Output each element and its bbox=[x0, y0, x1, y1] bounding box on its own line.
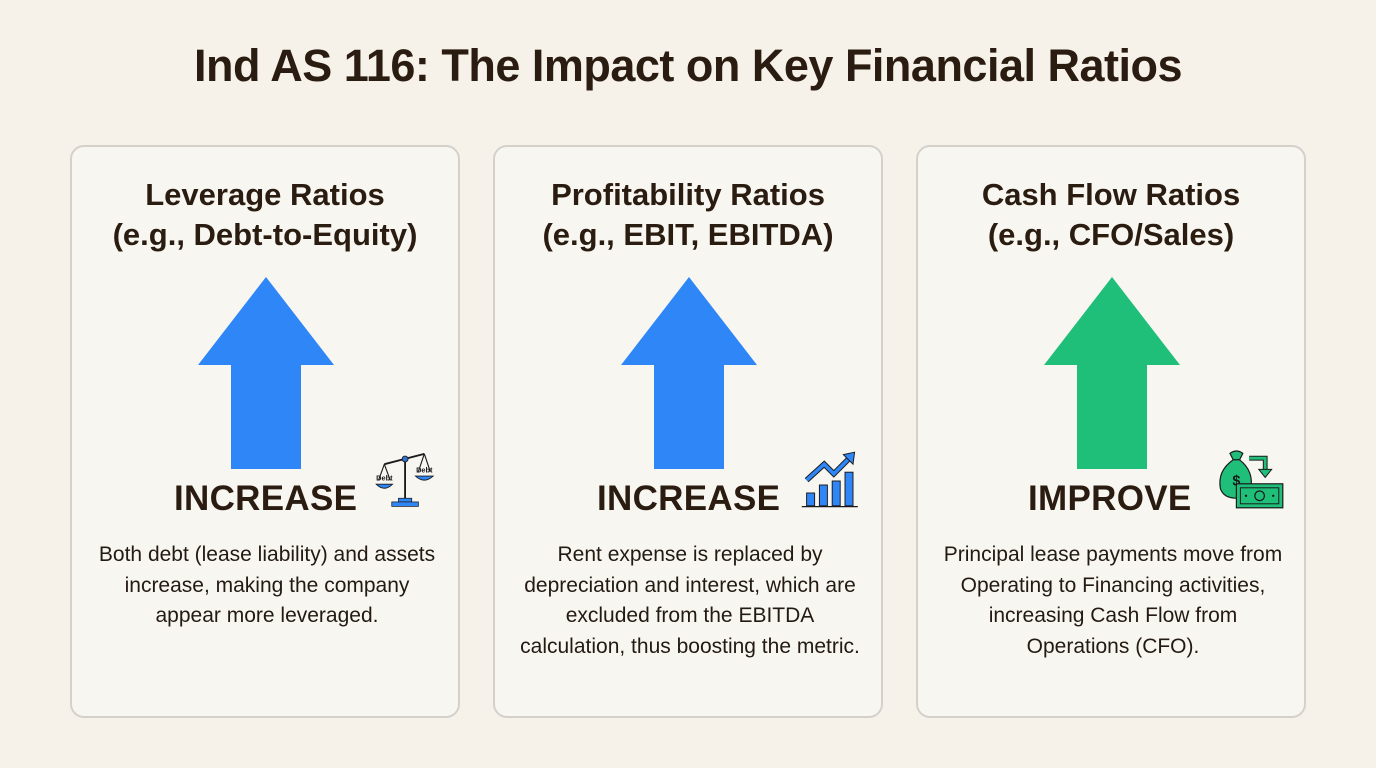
card-leverage-ratios: Leverage Ratios (e.g., Debt-to-Equity) I… bbox=[70, 145, 460, 718]
up-arrow-icon bbox=[621, 277, 757, 469]
card-description: Principal lease payments move from Opera… bbox=[943, 543, 1283, 658]
card-profitability-ratios: Profitability Ratios (e.g., EBIT, EBITDA… bbox=[493, 145, 883, 718]
svg-text:Debt: Debt bbox=[376, 473, 393, 482]
card-cash-flow-ratios: Cash Flow Ratios (e.g., CFO/Sales) IMPRO… bbox=[916, 145, 1306, 718]
card-title: Cash Flow Ratios (e.g., CFO/Sales) bbox=[918, 175, 1304, 255]
card-title-line1: Profitability Ratios bbox=[551, 177, 825, 212]
card-description: Both debt (lease liability) and assets i… bbox=[98, 543, 436, 627]
svg-text:$: $ bbox=[1232, 473, 1240, 489]
rising-bar-chart-icon bbox=[801, 451, 858, 508]
card-title-line2: (e.g., Debt-to-Equity) bbox=[112, 217, 418, 252]
card-title: Profitability Ratios (e.g., EBIT, EBITDA… bbox=[495, 175, 881, 255]
up-arrow-icon bbox=[198, 277, 334, 469]
svg-text:Debt: Debt bbox=[416, 465, 433, 474]
page-title: Ind AS 116: The Impact on Key Financial … bbox=[193, 40, 1183, 91]
card-description: Rent expense is replaced by depreciation… bbox=[520, 543, 860, 658]
up-arrow-icon bbox=[1044, 277, 1180, 469]
card-title-line2: (e.g., CFO/Sales) bbox=[987, 217, 1235, 252]
card-title-line1: Cash Flow Ratios bbox=[981, 177, 1241, 212]
card-title: Leverage Ratios (e.g., Debt-to-Equity) bbox=[72, 175, 458, 255]
card-title-line2: (e.g., EBIT, EBITDA) bbox=[542, 217, 834, 252]
balance-scale-icon: Debt Debt bbox=[375, 452, 435, 507]
card-title-line1: Leverage Ratios bbox=[145, 177, 385, 212]
impact-label: INCREASE bbox=[174, 479, 358, 518]
impact-label: INCREASE bbox=[597, 479, 781, 518]
money-bag-cash-icon: $ bbox=[1219, 450, 1284, 509]
impact-label: IMPROVE bbox=[1028, 479, 1192, 518]
